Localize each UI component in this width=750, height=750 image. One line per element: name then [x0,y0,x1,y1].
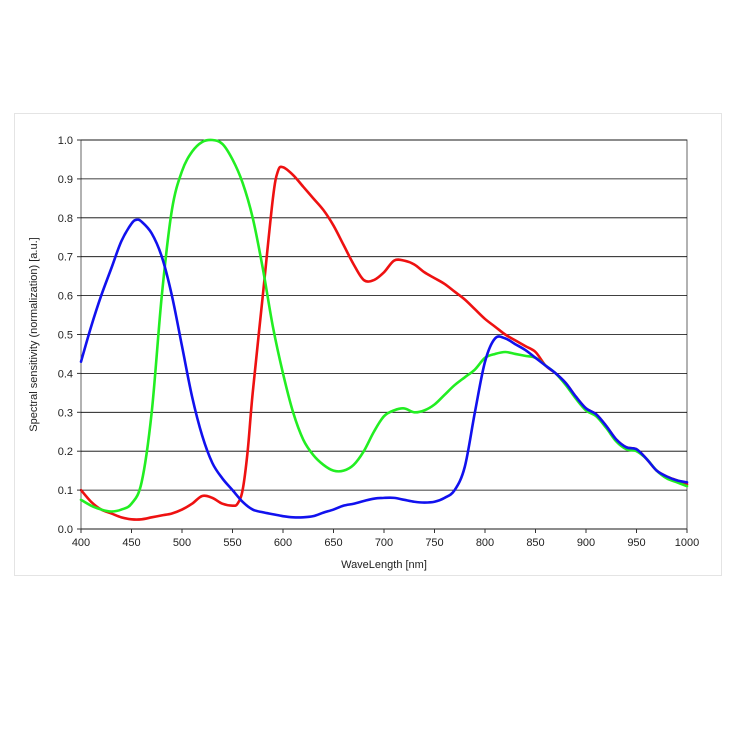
x-tick-label: 650 [324,537,342,549]
blue-series-line [79,218,689,519]
x-tick-label: 850 [526,537,544,549]
x-tick-label: 750 [425,537,443,549]
x-tick-label: 900 [577,537,595,549]
grid-layer [80,139,688,530]
y-axis-title: Spectral sensitivity (normalization) [a.… [28,237,40,431]
y-tick-label: 0.9 [58,174,73,186]
x-tick-label: 400 [72,537,90,549]
y-tick-label: 0.0 [58,524,73,536]
y-tick-label: 0.2 [58,446,73,458]
y-tick-label: 0.1 [58,485,73,497]
y-tick-label: 1.0 [58,135,73,147]
y-tick-label: 0.3 [58,407,73,419]
x-axis-title: WaveLength [nm] [341,559,427,571]
y-tick-label: 0.5 [58,330,73,342]
green-series-line [79,138,689,513]
x-tick-label: 500 [173,537,191,549]
x-tick-label: 450 [122,537,140,549]
tick-layer: 0.0 0.1 0.2 0.3 0.4 0.5 0.6 0.7 0.8 0.9 1.0 400 450 5… [58,135,700,549]
x-tick-label: 700 [375,537,393,549]
series-layer [79,138,689,521]
x-tick-label: 950 [627,537,645,549]
y-tick-label: 0.4 [58,368,73,380]
y-tick-label: 0.6 [58,291,73,303]
y-tick-label: 0.7 [58,252,73,264]
x-tick-label: 1000 [675,537,699,549]
x-tick-label: 550 [223,537,241,549]
x-tick-label: 800 [476,537,494,549]
y-tick-label: 0.8 [58,213,73,225]
x-tick-label: 600 [274,537,292,549]
